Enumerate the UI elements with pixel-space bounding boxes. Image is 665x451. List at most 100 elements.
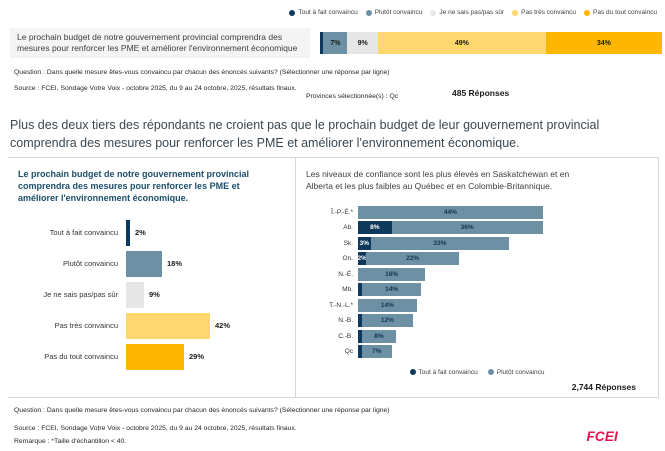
chart-row: Sk. 3% 33% [296, 236, 658, 252]
bar-group: 14% [358, 283, 421, 297]
chart-row: T.-N.-L.* 14% [296, 298, 658, 314]
category-label: Je ne sais pas/pas sûr [43, 290, 118, 300]
segment-value: 33% [433, 239, 447, 247]
bar-group: 8% 36% [358, 221, 543, 235]
qc-summary-row: Le prochain budget de notre gouvernement… [10, 28, 662, 58]
qc-stacked-bar: 7% 9% 49% 34% [320, 32, 662, 54]
bar-group: 8% [358, 329, 396, 343]
legend-dot-icon [487, 369, 494, 376]
segment-value: 9% [357, 39, 368, 47]
chart-row: Mb. 14% [296, 282, 658, 298]
left-chart-title: Le prochain budget de notre gouvernement… [18, 169, 250, 204]
bar-group: 12% [358, 314, 413, 328]
chart-row: Pas très convaincu 42% [8, 310, 295, 341]
left-chart-panel: Le prochain budget de notre gouvernement… [8, 158, 296, 397]
bar-segment: 12% [362, 314, 413, 328]
legend-dot-icon [409, 369, 416, 376]
chart-panels: Le prochain budget de notre gouvernement… [8, 157, 659, 398]
total-responses-count: 2,744 Réponses [571, 381, 636, 392]
segment-value: 7% [330, 39, 341, 47]
confidence-bar-chart: Tout à fait convaincu 2% Plutôt convaincu 1… [8, 217, 295, 372]
value-label: 42% [215, 321, 231, 331]
segment-value: 3% [359, 239, 369, 247]
bar-segment: 14% [358, 298, 417, 312]
bar-segment [358, 314, 363, 328]
segment-value: 36% [460, 224, 474, 232]
category-label: Pas très convaincu [54, 321, 118, 331]
legend-item: Pas très convaincu [512, 9, 576, 16]
province-label: T.-N.-L.* [329, 301, 353, 309]
legend-dot-icon [512, 9, 519, 16]
legend-item: Tout à fait convaincu [289, 9, 358, 16]
value-label: 9% [149, 290, 160, 300]
legend-dot-icon [584, 9, 591, 16]
segment-value: 2% [358, 255, 367, 263]
province-stacked-chart: Î.-P.-É.* 44% Ab. 8% 36% Sk. 3% 33% On. 2% 22% N.-É… [296, 205, 658, 360]
statement-text: Le prochain budget de notre gouvernement… [10, 28, 310, 58]
chart-row: N.-B. 12% [296, 313, 658, 329]
province-label: N.-É. [338, 270, 353, 278]
legend-dot-icon [289, 9, 296, 16]
provinces-filter-label: Provinces sélectionnée(s) : Qc [306, 93, 399, 100]
right-chart-title: Les niveaux de confiance sont les plus é… [306, 169, 570, 192]
province-chart-legend: Tout à fait convaincu Plutôt convaincu [296, 369, 658, 376]
bar-segment: 16% [358, 267, 426, 281]
segment-value: 16% [385, 270, 399, 278]
value-label: 18% [167, 259, 183, 269]
segment-value: 8% [374, 332, 384, 340]
legend-label: Je ne sais pas/pas sûr [439, 9, 505, 16]
bar-segment: 44% [358, 205, 543, 219]
segment-value: 14% [380, 301, 394, 309]
bar-segment: 7% [362, 345, 392, 359]
value-label: 2% [135, 228, 146, 238]
stacked-bar-segment: 49% [378, 32, 546, 54]
bar-group: 16% [358, 267, 426, 281]
bar-group: 14% [358, 298, 417, 312]
legend-label: Pas très convaincu [521, 9, 577, 16]
segment-value: 49% [454, 39, 469, 47]
bottom-source-note: Source : FCEI, Sondage Votre Voix - octo… [14, 425, 297, 432]
bar-group: 3% 33% [358, 236, 510, 250]
province-label: Qc [344, 348, 353, 356]
legend-item: Plutôt convaincu [365, 9, 422, 16]
stacked-bar-segment: 7% [323, 32, 348, 54]
chart-row: Ab. 8% 36% [296, 220, 658, 236]
legend-item: Plutôt convaincu [487, 368, 545, 376]
chart-row: Qc 7% [296, 344, 658, 360]
fcei-logo: FCEI [586, 429, 618, 444]
legend-item: Je ne sais pas/pas sûr [430, 9, 504, 16]
province-label: Sk. [343, 239, 353, 247]
province-label: Mb. [342, 286, 353, 294]
legend-label: Plutôt convaincu [496, 368, 545, 376]
value-label: 29% [189, 352, 205, 362]
chart-row: N.-É. 16% [296, 267, 658, 283]
chart-row: Tout à fait convaincu 2% [8, 217, 295, 248]
chart-row: On. 2% 22% [296, 251, 658, 267]
bar-segment: 2% [358, 252, 367, 266]
bar-segment: 36% [391, 221, 543, 235]
province-label: N.-B. [338, 317, 353, 325]
stacked-bar-segment [320, 32, 324, 54]
province-label: Ab. [343, 224, 353, 232]
category-label: Tout à fait convaincu [49, 228, 118, 238]
bar-segment: 8% [358, 221, 392, 235]
segment-value: 12% [380, 317, 394, 325]
province-label: Î.-P.-É.* [331, 208, 353, 216]
bar-segment: 22% [366, 252, 459, 266]
bottom-question-note: Question : Dans quelle mesure êtes-vous … [14, 407, 390, 414]
category-label: Plutôt convaincu [62, 259, 118, 269]
legend-item: Tout à fait convaincu [409, 368, 478, 376]
segment-value: 7% [372, 348, 382, 356]
bar-segment: 33% [370, 236, 510, 250]
bar [126, 250, 162, 277]
bar-group: 2% 22% [358, 252, 459, 266]
segment-value: 14% [385, 286, 399, 294]
legend-item: Pas du tout convaincu [584, 9, 657, 16]
legend-label: Tout à fait convaincu [418, 368, 478, 376]
chart-row: Î.-P.-É.* 44% [296, 205, 658, 221]
segment-value: 44% [443, 208, 457, 216]
confidence-legend: Tout à fait convaincu Plutôt convaincu Je … [289, 9, 657, 16]
bar-segment [358, 329, 363, 343]
segment-value: 34% [596, 39, 611, 47]
